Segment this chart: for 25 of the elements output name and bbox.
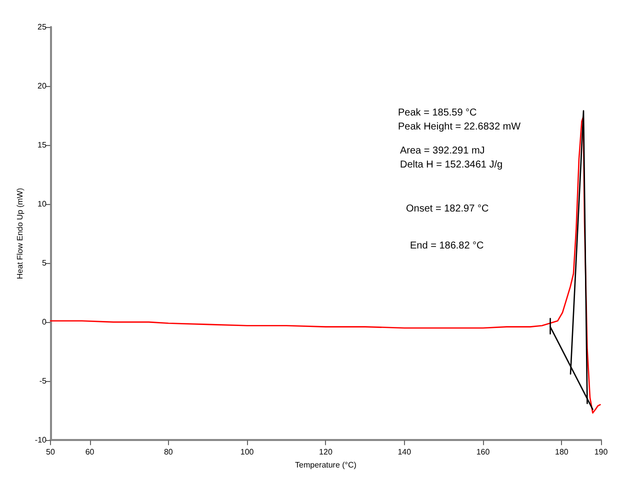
x-tick-label: 190 [594,448,608,457]
y-tick-label: 20 [38,82,48,91]
x-tick-label: 180 [554,448,569,457]
annotation: Peak = 185.59 °C [398,108,477,118]
annotation: End = 186.82 °C [410,240,484,252]
x-tick-label: 120 [319,448,333,457]
x-tick-label: 80 [164,448,174,457]
y-tick-label: 10 [38,200,48,209]
y-axis-title: Heat Flow Endo Up (mW) [16,188,24,280]
x-tick-label: 140 [398,448,412,457]
annotation: Onset = 182.97 °C [406,204,489,214]
annotation: Peak Height = 22.6832 mW [398,122,522,132]
x-tick-label: 60 [85,448,95,457]
x-tick-label: 100 [240,448,254,457]
y-tick-label: -10 [34,436,48,445]
y-tick-label: 5 [42,258,48,268]
annotation: Delta H = 152.3461 J/g [400,160,503,170]
x-tick-label: 160 [476,448,490,457]
y-tick-label: -5 [39,376,47,386]
y-tick-label: 15 [38,140,48,150]
y-tick-label: 25 [38,22,48,32]
x-axis-title: Temperature (°C) [295,460,357,470]
y-tick-label: 0 [42,318,48,327]
annotation: Area = 392.291 mJ [400,146,485,156]
x-tick-label: 50 [46,448,56,457]
